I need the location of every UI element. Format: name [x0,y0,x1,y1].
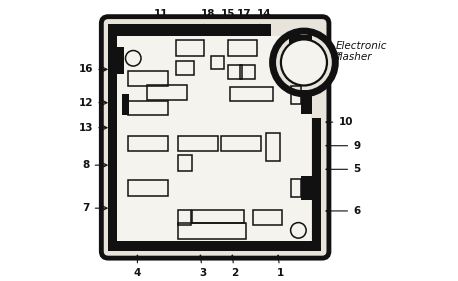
Bar [117,241,321,251]
Circle shape [281,39,327,85]
Text: 4: 4 [134,255,141,278]
Text: 3: 3 [199,255,206,278]
Bar [178,155,192,171]
Text: 17: 17 [237,9,251,32]
Bar [267,133,280,161]
Bar [191,210,244,223]
Bar [301,176,312,200]
Bar [253,210,282,225]
Bar [211,56,224,69]
Circle shape [291,223,306,238]
Bar [228,40,257,56]
Bar [289,35,312,46]
Bar [301,90,312,114]
Text: 2: 2 [231,255,238,278]
Text: 9: 9 [326,141,360,151]
Text: 7: 7 [82,203,107,213]
Bar [121,94,129,115]
FancyBboxPatch shape [101,17,329,258]
Bar [228,65,242,79]
Bar [230,87,273,101]
Bar [221,136,261,151]
Text: 13: 13 [79,123,107,133]
Bar [128,71,168,86]
Bar [240,65,255,79]
Text: 16: 16 [79,64,107,74]
Text: 15: 15 [220,9,235,32]
Bar [117,36,311,241]
Text: 11: 11 [154,9,168,32]
Text: 1: 1 [277,255,284,278]
Bar [147,85,187,100]
Circle shape [125,51,141,66]
Bar [128,180,168,196]
Text: 8: 8 [82,160,107,170]
Text: 10: 10 [326,117,353,127]
Bar [176,40,204,56]
Bar [128,136,168,151]
Bar [178,223,245,239]
Bar [178,210,191,225]
Text: 18: 18 [201,9,215,32]
Text: 14: 14 [256,9,271,32]
Bar [312,118,321,251]
Circle shape [273,31,335,94]
Text: 12: 12 [79,98,107,108]
Bar [291,179,301,197]
Bar [108,24,117,251]
Text: 5: 5 [326,164,360,174]
Bar [176,61,194,75]
Bar [291,86,301,104]
Bar [178,136,218,151]
Bar [117,47,124,74]
Bar [117,24,271,36]
Text: 6: 6 [326,206,360,216]
Text: Electronic
flasher: Electronic flasher [336,40,387,62]
Bar [128,101,168,115]
